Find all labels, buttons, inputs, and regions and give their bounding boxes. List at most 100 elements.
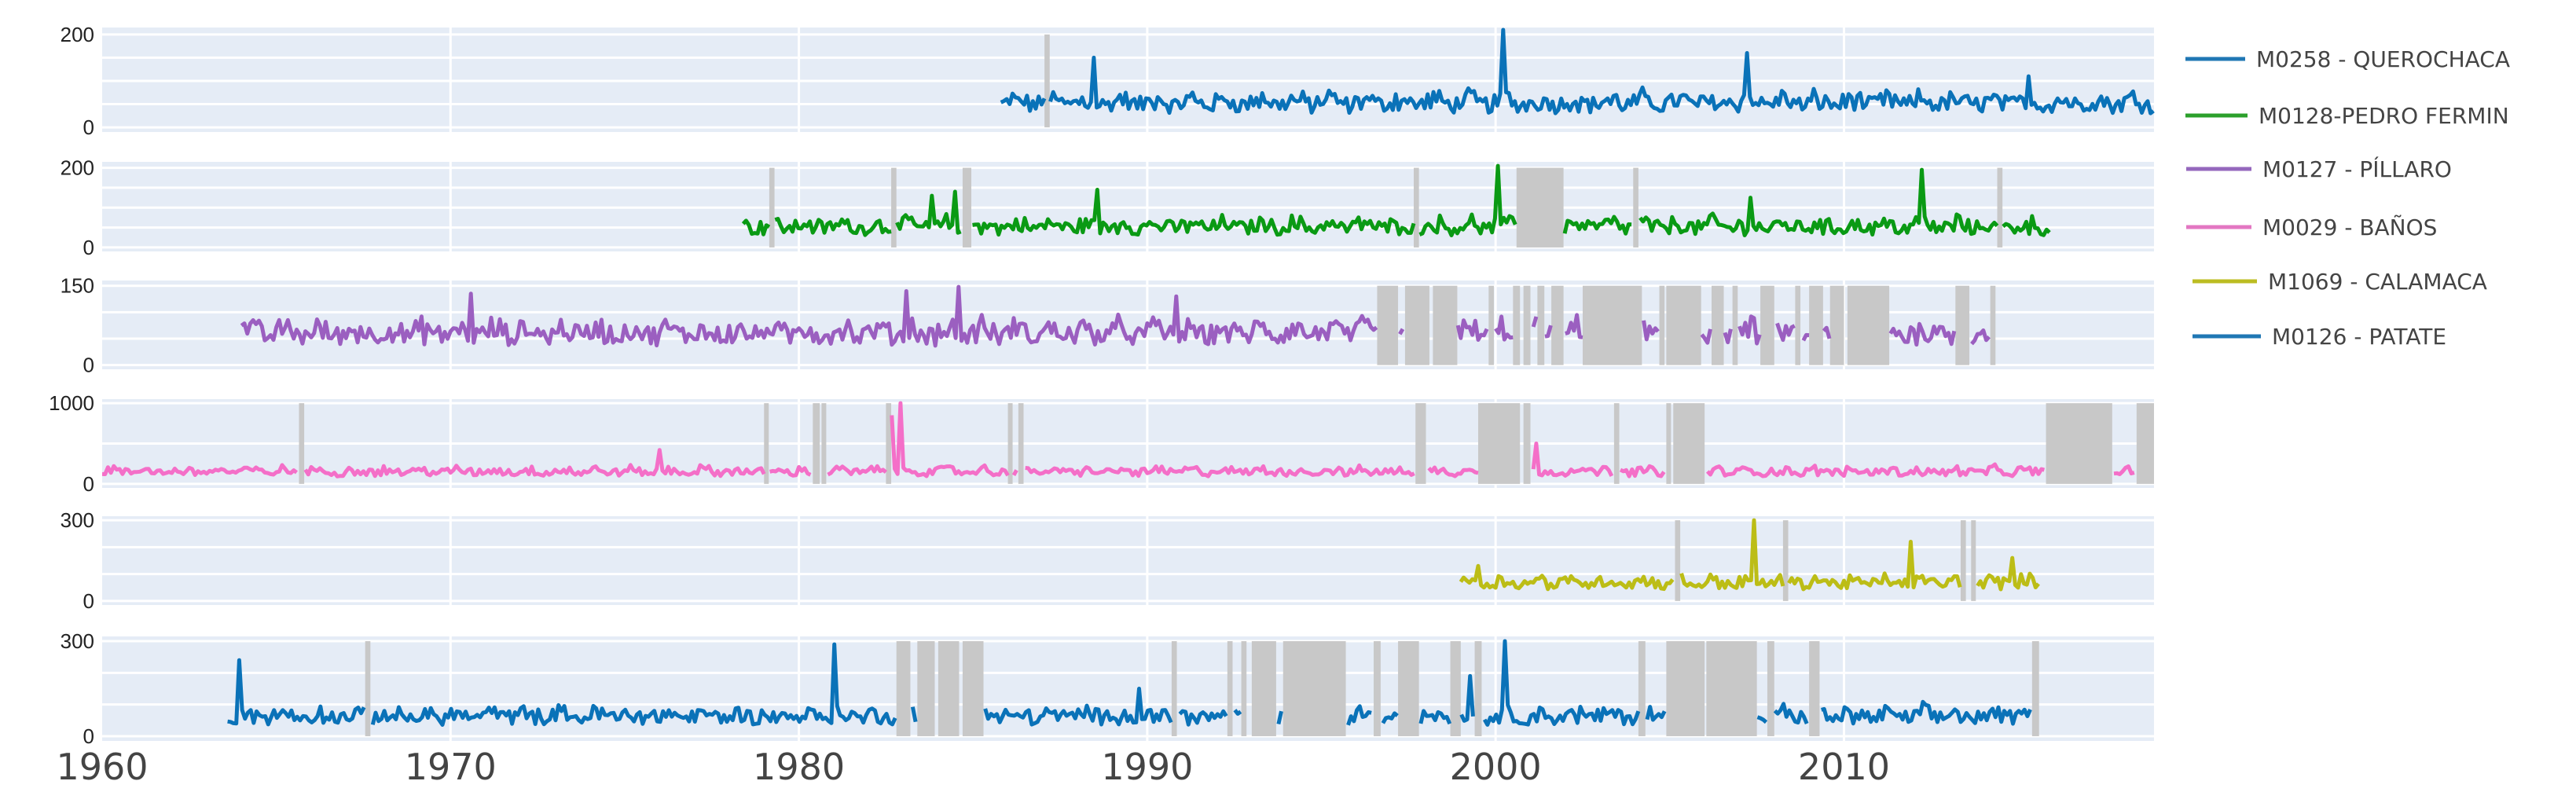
missing-data-band	[764, 403, 769, 484]
y-tick-label: 0	[83, 472, 94, 496]
missing-data-band	[1971, 520, 1976, 601]
plot-background	[102, 516, 2154, 605]
x-tick-label: 1990	[1101, 746, 1193, 788]
missing-data-band	[1398, 641, 1419, 736]
missing-data-band	[1377, 285, 1399, 365]
missing-data-band	[813, 403, 820, 484]
missing-data-band	[1829, 285, 1844, 365]
legend-item[interactable]: M0258 - QUEROCHACA	[2185, 46, 2510, 72]
series-line	[1459, 518, 2040, 592]
series-line	[101, 401, 2135, 478]
missing-data-band	[1638, 641, 1646, 736]
y-tick-label: 150	[61, 274, 94, 298]
missing-data-band	[1513, 285, 1521, 365]
missing-data-band	[1007, 403, 1013, 484]
missing-data-band	[299, 403, 305, 484]
series-line	[741, 163, 2051, 237]
legend-item[interactable]: M0127 - PÍLLARO	[2186, 156, 2452, 182]
missing-data-band	[1666, 403, 1671, 484]
legend[interactable]: M0258 - QUEROCHACA M0128-PEDRO FERMIN M012…	[2185, 46, 2510, 350]
missing-data-band	[1809, 641, 1820, 736]
y-tick-label: 0	[83, 724, 94, 748]
missing-data-band	[891, 167, 897, 248]
missing-data-band	[1523, 403, 1531, 484]
missing-data-band	[1227, 641, 1233, 736]
missing-data-band	[2046, 403, 2112, 484]
series-line	[240, 284, 1991, 348]
missing-data-band	[1241, 641, 1247, 736]
missing-data-band	[1516, 167, 1564, 248]
legend-label: M1069 - CALAMACA	[2268, 269, 2487, 295]
missing-data-band	[1706, 641, 1757, 736]
x-tick-label: 1980	[753, 746, 845, 788]
missing-data-band	[1018, 403, 1024, 484]
missing-data-band	[821, 403, 827, 484]
y-tick-label: 200	[61, 156, 94, 180]
legend-label: M0128-PEDRO FERMIN	[2259, 103, 2509, 129]
missing-data-band	[1537, 285, 1545, 365]
x-tick-label: 2010	[1798, 746, 1890, 788]
missing-data-band	[1732, 285, 1738, 365]
missing-data-band	[1282, 641, 1346, 736]
missing-data-band	[365, 641, 371, 736]
missing-data-band	[1666, 641, 1705, 736]
subplot-2: 0 200	[61, 156, 2154, 259]
missing-data-band	[769, 167, 775, 248]
legend-item[interactable]: M0128-PEDRO FERMIN	[2185, 103, 2509, 129]
missing-data-band	[1997, 167, 2003, 248]
missing-data-band	[1474, 641, 1482, 736]
missing-data-band	[1551, 285, 1564, 365]
missing-data-band	[1990, 285, 1996, 365]
missing-data-band	[1675, 520, 1681, 601]
x-axis: 1960 1970 1980 1990 2000 2010	[56, 746, 1890, 788]
missing-data-band	[1633, 167, 1638, 248]
x-tick-label: 2000	[1450, 746, 1542, 788]
missing-data-band	[1666, 285, 1701, 365]
legend-label: M0127 - PÍLLARO	[2262, 156, 2452, 182]
y-tick-label: 0	[83, 354, 94, 377]
missing-data-band	[1955, 285, 1970, 365]
subplot-1: 0 200	[61, 23, 2155, 139]
y-tick-label: 300	[61, 508, 94, 532]
missing-data-band	[1809, 285, 1823, 365]
missing-data-band	[1613, 403, 1620, 484]
legend-item[interactable]: M1069 - CALAMACA	[2193, 269, 2487, 295]
series-line	[227, 639, 2032, 727]
missing-data-band	[917, 641, 935, 736]
x-tick-label: 1970	[405, 746, 497, 788]
missing-data-band	[1374, 641, 1381, 736]
missing-data-band	[1404, 285, 1429, 365]
missing-data-band	[1659, 285, 1665, 365]
missing-data-band	[1760, 285, 1774, 365]
missing-data-band	[1414, 167, 1419, 248]
missing-data-band	[938, 641, 960, 736]
missing-data-band	[962, 167, 972, 248]
legend-item[interactable]: M0029 - BAÑOS	[2186, 214, 2437, 240]
legend-item[interactable]: M0126 - PATATE	[2193, 324, 2446, 350]
x-tick-label: 1960	[56, 746, 148, 788]
subplot-5: 0 300	[61, 508, 2154, 613]
missing-data-band	[2136, 403, 2154, 484]
missing-data-band	[1433, 285, 1458, 365]
plot-background	[102, 280, 2154, 369]
missing-data-band	[1767, 641, 1774, 736]
legend-label: M0126 - PATATE	[2272, 324, 2446, 350]
subplot-panels: 0 200 0 200 0 150 0 1000 0 300 0 300	[49, 23, 2155, 748]
missing-data-band	[1450, 641, 1461, 736]
missing-data-band	[1960, 520, 1966, 601]
subplot-3: 0 150	[61, 274, 2154, 377]
missing-data-band	[896, 641, 911, 736]
missing-data-band	[1251, 641, 1276, 736]
y-tick-label: 0	[83, 589, 94, 613]
missing-data-band	[1847, 285, 1890, 365]
missing-data-band	[1782, 520, 1789, 601]
y-tick-label: 0	[83, 236, 94, 259]
legend-label: M0029 - BAÑOS	[2262, 214, 2437, 240]
missing-data-band	[1795, 285, 1801, 365]
y-tick-label: 0	[83, 116, 94, 139]
missing-data-band	[2031, 641, 2039, 736]
missing-data-band	[1171, 641, 1177, 736]
missing-data-band	[1488, 285, 1494, 365]
plot-background	[102, 636, 2154, 741]
